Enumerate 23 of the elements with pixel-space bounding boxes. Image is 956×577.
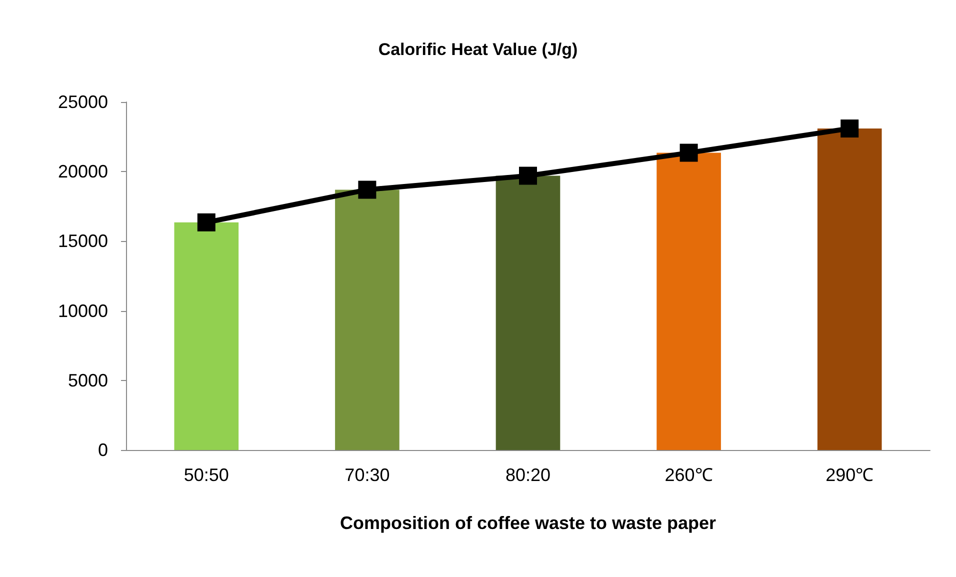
x-tick-label: 290℃ xyxy=(826,465,874,485)
point xyxy=(358,180,376,199)
x-tick-label: 260℃ xyxy=(664,465,713,485)
bar xyxy=(817,128,882,450)
point xyxy=(197,213,216,232)
x-tick-label: 70:30 xyxy=(344,465,390,485)
bar xyxy=(174,222,239,450)
bar xyxy=(496,176,560,450)
point xyxy=(519,166,537,185)
point xyxy=(680,144,698,162)
y-tick-label: 0 xyxy=(98,440,108,460)
x-axis-title: Composition of coffee waste to waste paper xyxy=(340,513,716,533)
chart-title: Calorific Heat Value (J/g) xyxy=(378,40,578,59)
y-tick-label: 15000 xyxy=(58,231,108,252)
y-tick-label: 25000 xyxy=(58,92,108,112)
y-tick-label: 5000 xyxy=(68,370,108,390)
bar xyxy=(656,152,721,450)
point xyxy=(840,119,859,138)
y-tick-label: 10000 xyxy=(58,300,108,321)
x-tick-label: 80:20 xyxy=(505,465,551,485)
y-tick-label: 20000 xyxy=(58,162,108,182)
x-tick-label: 50:50 xyxy=(184,465,229,485)
bar xyxy=(335,190,400,450)
